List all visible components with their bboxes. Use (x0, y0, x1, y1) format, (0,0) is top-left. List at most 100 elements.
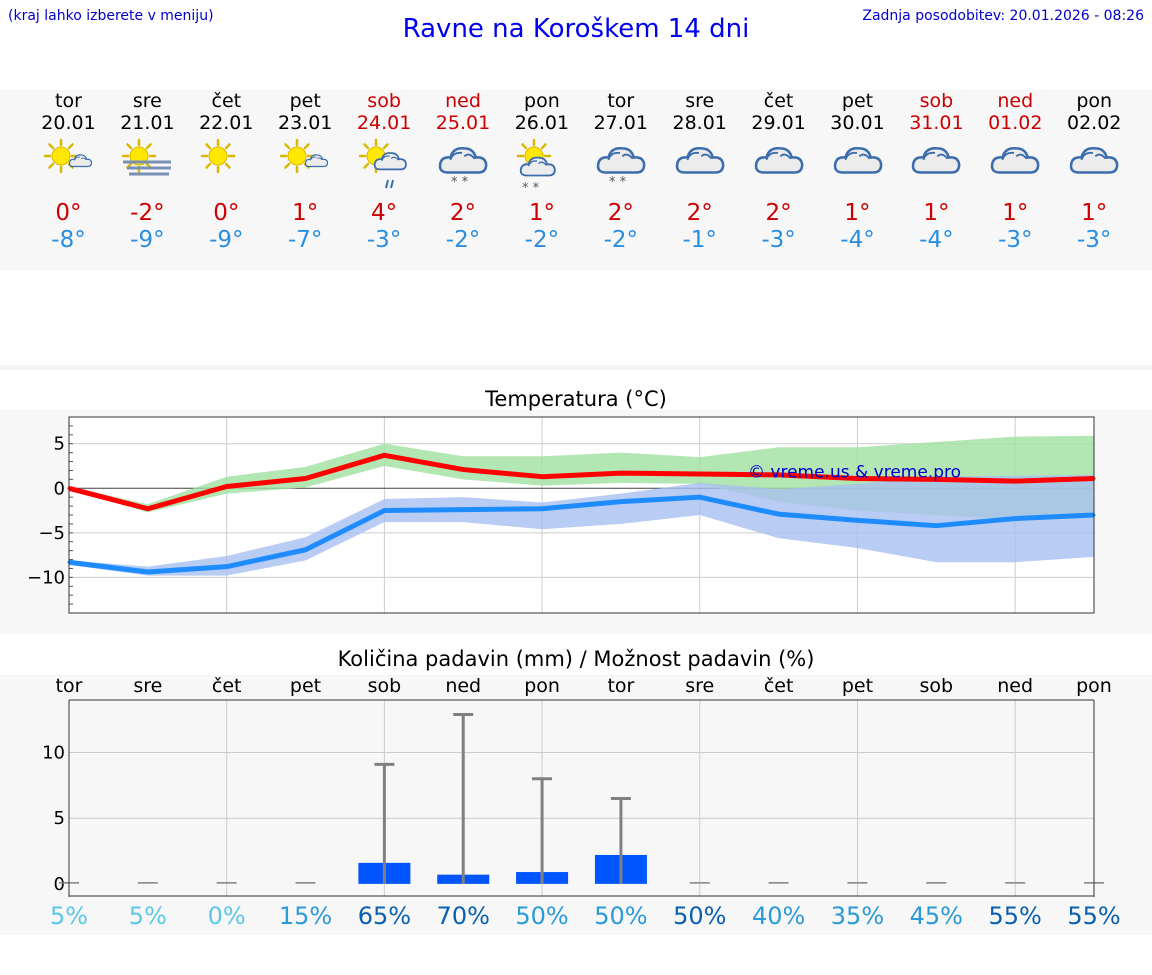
min-temperature: -8° (51, 227, 86, 253)
forecast-day: pet 30.01 1° -4° (819, 90, 897, 254)
min-temperature: -3° (761, 227, 796, 253)
cloudy-icon (897, 136, 975, 194)
day-name: sre (685, 90, 715, 112)
min-temperature: -4° (919, 227, 954, 253)
svg-text:* *: * * (451, 175, 469, 190)
cloudy-icon (740, 136, 818, 194)
precipitation-probability: 45% (909, 902, 963, 930)
forecast-day: tor 20.01 0° -8° (30, 90, 108, 254)
day-date: 25.01 (435, 112, 491, 134)
day-name: sob (367, 90, 401, 112)
data-point (461, 468, 465, 472)
x-category-label: sob (920, 675, 954, 697)
x-category-label: sre (685, 675, 714, 697)
cloud-snow-icon: * * (582, 136, 660, 194)
min-temperature: -3° (366, 227, 402, 253)
data-point (304, 476, 308, 480)
day-name: ned (997, 90, 1034, 112)
x-category-label: sob (368, 675, 402, 697)
max-temperature: 1° (1002, 200, 1029, 226)
day-date: 30.01 (830, 112, 885, 134)
day-date: 20.01 (41, 112, 96, 134)
data-point (382, 509, 386, 513)
data-point (146, 570, 150, 574)
cloud-snow-icon: * * (424, 136, 502, 194)
day-date: 28.01 (672, 112, 727, 134)
day-date: 29.01 (751, 112, 806, 134)
data-point (225, 484, 229, 488)
forecast-day: sre 21.01 -2° -9° (108, 90, 186, 254)
data-point (225, 565, 229, 569)
min-temperature-line (68, 494, 1095, 575)
forecast-day: ned 25.01 * * 2° -2° (424, 90, 502, 254)
day-name: tor (55, 90, 82, 112)
svg-text:* *: * * (609, 175, 627, 190)
max-temperature: 2° (449, 200, 477, 226)
y-tick-label: 5 (54, 434, 65, 455)
day-date: 22.01 (199, 112, 254, 134)
data-point (855, 476, 859, 480)
data-point (1013, 517, 1017, 521)
page-title: Ravne na Koroškem 14 dni (402, 14, 750, 44)
data-point (777, 473, 781, 477)
max-temperature: 2° (686, 200, 713, 226)
location-menu-hint: (kraj lahko izberete v meniju) (8, 8, 214, 24)
cloudy-icon (1055, 136, 1133, 194)
day-date: 24.01 (356, 112, 412, 134)
x-category-label: pon (524, 675, 560, 697)
forecast-day: sre 28.01 2° -1° (661, 90, 739, 254)
data-point (934, 524, 938, 528)
max-temperature: 4° (371, 200, 398, 226)
day-name: sob (919, 90, 954, 112)
plot-frame (68, 416, 1095, 614)
last-updated: Zadnja posodobitev: 20.01.2026 - 08:26 (862, 8, 1144, 24)
max-temperature: 1° (292, 200, 319, 226)
min-temperature: -2° (603, 227, 639, 253)
day-date: 21.01 (120, 112, 175, 134)
watermark: © vreme.us & vreme.pro (748, 463, 961, 483)
precipitation-probability: 55% (1067, 902, 1121, 930)
y-tick-label: 5 (54, 808, 65, 829)
temperature-chart-title: Temperatura (°C) (485, 387, 667, 411)
min-temperature: -3° (998, 227, 1033, 253)
day-date: 02.02 (1066, 112, 1122, 134)
temperature-chart: 5 0 −5 −10 © vreme.us & vreme.pro (27, 416, 1096, 614)
day-date: 27.01 (593, 112, 648, 134)
x-category-label: ned (997, 675, 1033, 697)
precipitation-probability: 40% (751, 902, 806, 930)
precipitation-chart-title: Količina padavin (mm) / Možnost padavin … (337, 647, 815, 671)
x-category-label: ned (445, 675, 481, 697)
max-temperature: 1° (528, 200, 555, 226)
day-name: pet (289, 90, 321, 112)
max-temperature: 0° (55, 200, 82, 226)
forecast-day: sob 24.01 4° -3° (345, 90, 423, 254)
y-tick-label: −10 (27, 567, 65, 588)
day-date: 26.01 (514, 112, 570, 134)
min-temperature: -1° (682, 227, 717, 253)
y-tick-label: −5 (38, 523, 65, 544)
day-date: 23.01 (277, 112, 333, 134)
y-tick-label: 10 (42, 743, 65, 764)
x-category-label: pet (842, 675, 873, 697)
x-category-label: čet (764, 675, 794, 697)
day-date: 01.02 (988, 112, 1043, 134)
max-temperature-line (68, 452, 1095, 512)
x-category-label: pon (1076, 675, 1112, 697)
forecast-day: pon 26.01 * * 1° -2° (503, 90, 581, 254)
min-temperature: -9° (209, 227, 244, 253)
min-temperature: -3° (1076, 227, 1112, 253)
sun-cloud-rain-icon (345, 136, 423, 194)
precipitation-probability: 15% (278, 902, 333, 930)
precipitation-probability: 55% (988, 902, 1042, 930)
forecast-day: pet 23.01 1° -7° (266, 90, 344, 254)
max-temperature: 1° (844, 200, 871, 226)
data-point (304, 548, 308, 552)
min-temperature: -2° (445, 227, 481, 253)
sun-cloud-snow-icon: * * (503, 136, 581, 196)
x-category-label: pet (290, 675, 321, 697)
x-category-label: sre (133, 675, 162, 697)
precipitation-chart: 10 5 0 tor sre čet pet sob ned pon tor sre čet pet sob… (42, 675, 1112, 897)
temperature-range-band (69, 474, 1094, 576)
day-name: pon (1076, 90, 1113, 112)
precipitation-probability: 70% (436, 902, 490, 930)
